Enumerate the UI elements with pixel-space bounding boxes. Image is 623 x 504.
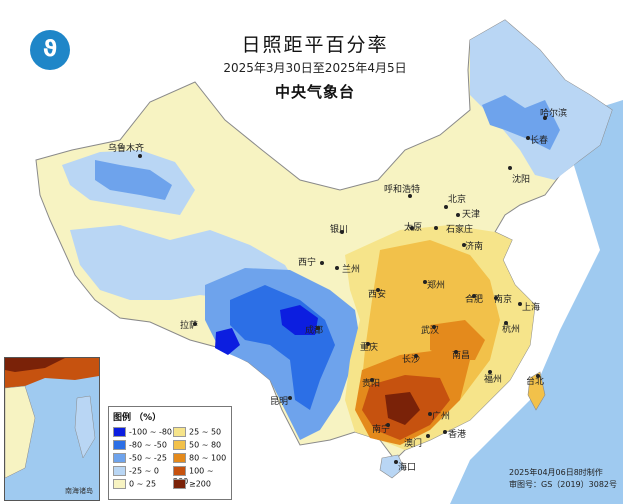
legend-swatch: [113, 466, 126, 476]
legend-item: 0 ~ 25: [113, 479, 156, 489]
legend-item: 25 ~ 50: [173, 427, 221, 437]
legend-swatch: [173, 479, 186, 489]
xinjiang-blue-mid: [95, 160, 172, 200]
city-label: 银川: [330, 223, 348, 235]
inset-label: 南海诸岛: [65, 487, 93, 495]
legend-item: 50 ~ 80: [173, 440, 221, 450]
city-label: 合肥: [465, 293, 483, 305]
legend-item: -50 ~ -25: [113, 453, 167, 463]
city-label: 上海: [522, 301, 540, 313]
city-label: 济南: [465, 240, 483, 252]
made-time: 2025年04月06日8时制作: [509, 468, 603, 477]
city-label: 南宁: [372, 423, 390, 435]
legend-title: 图例 （%）: [113, 413, 162, 423]
legend-swatch: [173, 466, 186, 476]
legend-item: ≥200: [173, 479, 211, 489]
city-label: 长沙: [402, 353, 420, 365]
sw-blue-core: [280, 305, 318, 335]
city-layer: 乌鲁木齐 哈尔滨 长春 沈阳 呼和浩特 北京 天津 石家庄 太原 银川 济南 西…: [108, 107, 567, 473]
city-label: 石家庄: [446, 223, 473, 235]
south-china-sea-inset: 南海诸岛: [4, 357, 100, 501]
city-label: 澳门: [404, 437, 422, 449]
city-label: 沈阳: [512, 173, 530, 185]
city-label: 广州: [432, 410, 450, 422]
city-label: 北京: [448, 193, 466, 205]
city-label: 郑州: [427, 279, 445, 291]
ne-blue-light: [470, 20, 612, 180]
hainan: [379, 454, 405, 479]
legend-swatch: [113, 453, 126, 463]
cma-logo-icon: [30, 30, 70, 70]
city-label: 福州: [484, 373, 502, 385]
city-label: 哈尔滨: [540, 107, 567, 119]
city-label: 南昌: [452, 349, 470, 361]
city-label: 台北: [526, 375, 544, 387]
city-label: 海口: [398, 461, 416, 473]
legend-item: 100 ~ 200: [173, 466, 231, 486]
legend-swatch: [173, 440, 186, 450]
city-label: 长春: [530, 134, 548, 146]
legend-swatch: [173, 453, 186, 463]
ne-blue-mid: [482, 95, 560, 150]
city-label: 西宁: [298, 256, 316, 268]
city-label: 武汉: [421, 324, 439, 336]
city-label: 香港: [448, 428, 466, 440]
city-label: 重庆: [360, 341, 378, 353]
legend-swatch: [173, 427, 186, 437]
city-label: 成都: [305, 324, 323, 336]
legend-item: -25 ~ 0: [113, 466, 159, 476]
central-orange: [430, 320, 485, 360]
city-label: 呼和浩特: [384, 183, 420, 195]
legend-swatch: [113, 427, 126, 437]
legend-swatch: [113, 440, 126, 450]
legend-swatch: [113, 479, 126, 489]
city-label: 兰州: [342, 263, 360, 275]
city-label: 乌鲁木齐: [108, 142, 144, 154]
legend-item: 80 ~ 100: [173, 453, 226, 463]
city-label: 西安: [368, 288, 386, 300]
taiwan: [527, 371, 546, 411]
city-label: 天津: [462, 209, 480, 220]
legend-item: -100 ~ -80: [113, 427, 172, 437]
inset-map: [5, 358, 99, 479]
city-label: 昆明: [270, 396, 288, 407]
cma-logo-mark: ϑ: [42, 37, 58, 62]
sea-area: [450, 100, 623, 504]
city-label: 贵阳: [362, 377, 380, 389]
city-label: 太原: [404, 221, 422, 233]
sw-blue-core2: [215, 328, 240, 355]
south-core: [385, 392, 420, 425]
credit-block: 2025年04月06日8时制作 审图号：GS（2019）3082号: [509, 467, 617, 491]
city-label: 拉萨: [180, 319, 198, 331]
approval-number: 审图号：GS（2019）3082号: [509, 480, 617, 489]
city-label: 南京: [494, 293, 512, 305]
legend: 图例 （%） -100 ~ -80 -80 ~ -50 -50 ~ -25 -2…: [108, 406, 232, 500]
legend-item: -80 ~ -50: [113, 440, 167, 450]
city-label: 杭州: [502, 323, 520, 335]
